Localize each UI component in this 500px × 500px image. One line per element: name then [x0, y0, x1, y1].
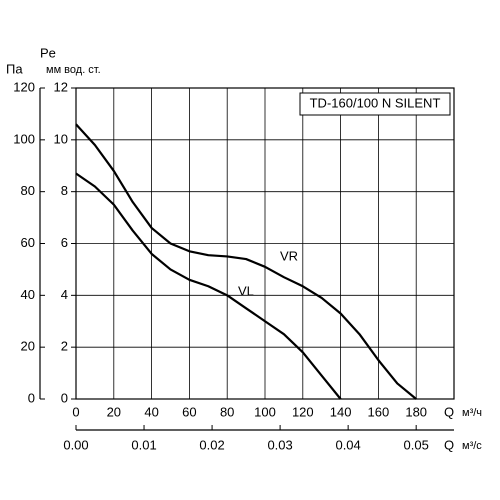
y-tick-label: 100 [13, 131, 35, 146]
x-tick-label: 60 [182, 404, 196, 419]
y-unit: Па [6, 61, 23, 76]
x-tick-label: 160 [368, 404, 390, 419]
curve-label: VR [280, 248, 298, 263]
x2-unit: м³/с [462, 440, 482, 452]
x-tick-label: 100 [254, 404, 276, 419]
x2-tick-label: 0.05 [404, 437, 429, 452]
y-tick-label: 20 [21, 339, 35, 354]
x-tick-label: 40 [144, 404, 158, 419]
y2-tick-label: 4 [61, 287, 68, 302]
x-tick-label: 180 [405, 404, 427, 419]
y-tick-label: 120 [13, 79, 35, 94]
y-tick-label: 40 [21, 287, 35, 302]
y-label: Pe [40, 45, 56, 60]
y2-unit: мм вод. ст. [46, 64, 101, 76]
curve [75, 123, 417, 400]
y-tick-label: 60 [21, 235, 35, 250]
curve-label: VL [238, 283, 254, 298]
x-tick-label: 20 [107, 404, 121, 419]
y2-tick-label: 10 [54, 131, 68, 146]
y-tick-label: 80 [21, 183, 35, 198]
x-tick-label: 140 [330, 404, 352, 419]
x-tick-label: 0 [72, 404, 79, 419]
x-tick-label: 120 [292, 404, 314, 419]
x2-tick-label: 0.02 [199, 437, 224, 452]
x2-tick-label: 0.00 [63, 437, 88, 452]
y-tick-label: 0 [28, 390, 35, 405]
y2-tick-label: 2 [61, 339, 68, 354]
x2-tick-label: 0.01 [131, 437, 156, 452]
x-unit: м³/ч [462, 407, 482, 419]
y2-tick-label: 0 [61, 390, 68, 405]
x-tick-label: 80 [220, 404, 234, 419]
curve [75, 172, 342, 400]
y2-tick-label: 8 [61, 183, 68, 198]
x2-label: Q [444, 437, 454, 452]
x-label: Q [444, 404, 454, 419]
y2-tick-label: 12 [54, 79, 68, 94]
y2-tick-label: 6 [61, 235, 68, 250]
x2-tick-label: 0.04 [335, 437, 360, 452]
chart-title: TD-160/100 N SILENT [310, 95, 441, 110]
title-box [299, 92, 451, 116]
x2-tick-label: 0.03 [267, 437, 292, 452]
